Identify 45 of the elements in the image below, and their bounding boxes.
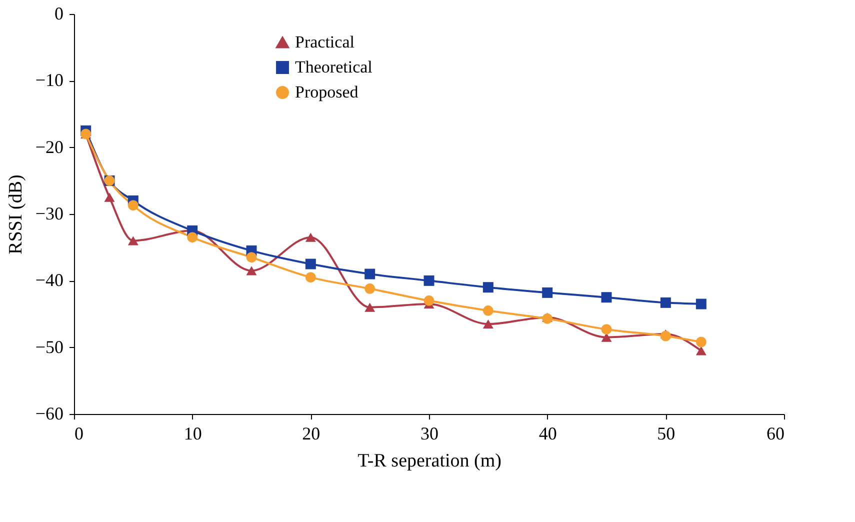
point — [104, 192, 115, 202]
point — [660, 330, 671, 342]
y-tick-label: −30 — [35, 204, 64, 224]
legend-label: Theoretical — [295, 58, 373, 76]
point — [696, 336, 706, 348]
point — [696, 346, 706, 356]
legend-label: Proposed — [295, 82, 359, 102]
point — [305, 232, 316, 242]
x-tick-label: 10 — [184, 424, 202, 444]
point — [482, 319, 494, 329]
y-tick-label: −10 — [35, 70, 64, 90]
x-tick-label: 0 — [74, 424, 84, 444]
point — [482, 305, 494, 316]
x-axis-title: T-R seperation (m) — [358, 450, 502, 472]
x-tick-label: 30 — [420, 424, 438, 444]
point — [246, 266, 257, 276]
y-tick-label: −40 — [35, 270, 64, 290]
point — [305, 258, 316, 270]
point — [601, 292, 612, 303]
x-tick-label: 40 — [538, 424, 557, 444]
y-tick-label: −20 — [35, 136, 64, 157]
x-tick-label: 20 — [302, 424, 320, 444]
point — [187, 232, 198, 243]
point — [364, 302, 376, 312]
point — [696, 298, 706, 310]
point — [364, 268, 376, 280]
point — [128, 236, 138, 246]
point — [601, 324, 612, 335]
y-tick-label: 0 — [54, 4, 64, 24]
y-axis-title: RSSI (dB) — [5, 174, 26, 254]
point — [424, 275, 434, 286]
point — [128, 200, 138, 211]
point — [660, 297, 671, 308]
legend-label: Practical — [295, 32, 355, 52]
point — [601, 332, 612, 342]
y-tick-label: −50 — [35, 336, 64, 357]
y-tick-label: −60 — [35, 404, 64, 424]
point — [246, 252, 257, 263]
point — [305, 272, 316, 283]
point — [542, 287, 553, 298]
point — [424, 295, 434, 306]
point — [482, 282, 494, 293]
point — [364, 283, 376, 294]
x-tick-label: 50 — [657, 424, 676, 444]
x-tick-label: 60 — [766, 424, 784, 444]
